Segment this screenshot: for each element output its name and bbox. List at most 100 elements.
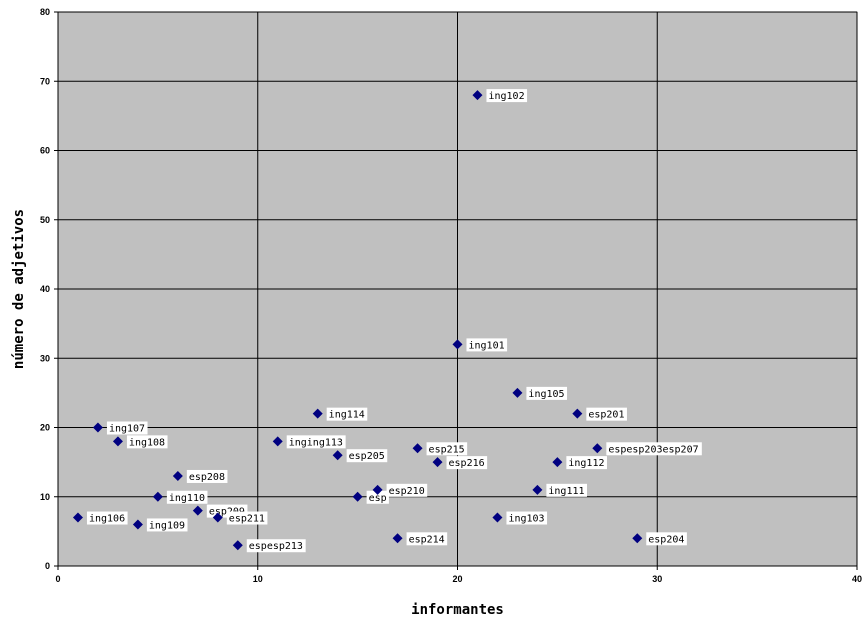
point-marker [512,387,523,398]
point-label-box [386,483,428,497]
point-label-box [146,518,188,532]
data-point: ing114 [312,407,368,421]
x-tick-label: 0 [55,574,60,584]
point-label: ing110 [169,493,205,504]
y-tick-label: 0 [45,561,50,571]
data-point: esp208 [172,469,228,483]
point-label-box [546,483,587,497]
point-label: ing111 [548,486,584,497]
point-label-box [486,89,528,103]
point-label: esp201 [588,410,624,421]
point-marker [112,436,123,447]
data-point: espesp203esp207 [592,442,702,456]
data-point: ing107 [92,421,148,435]
point-label: ing105 [528,389,564,400]
point-label: esp210 [389,486,425,497]
data-point: ing111 [532,483,587,497]
point-marker [152,491,163,502]
x-tick-label: 40 [852,574,862,584]
point-label-box [586,407,627,421]
point-label: ing107 [109,424,145,435]
point-label: ing103 [508,514,544,525]
y-tick-label: 40 [40,284,50,294]
gridlines [57,11,858,567]
point-label-box [226,511,268,525]
data-point: esp201 [572,407,627,421]
data-point: ing105 [512,386,568,400]
point-label: ing114 [329,410,365,421]
data-point: esp215 [412,442,468,456]
point-label-box [86,511,128,525]
point-marker [232,540,243,551]
y-tick-label: 30 [40,353,50,363]
point-label-box [286,435,346,449]
point-marker [432,457,443,468]
point-label: ing106 [89,514,125,525]
data-point: ing109 [132,518,188,532]
data-point: ing101 [452,338,508,352]
data-point: esp205 [332,449,388,463]
data-point: ing110 [152,490,208,504]
point-label: esp [369,493,387,504]
point-label-box [106,421,148,435]
point-label-box [186,469,228,483]
point-label: ing102 [488,91,524,102]
point-marker [312,408,323,419]
point-marker [492,512,503,523]
data-point: ing106 [72,511,128,525]
point-label: esp211 [229,514,265,525]
x-axis-title: informantes [411,602,504,618]
point-label-box [366,490,389,504]
point-marker [572,408,583,419]
data-point: esp211 [212,511,268,525]
y-tick-label: 60 [40,146,50,156]
point-label-box [566,456,607,470]
data-point: esp210 [372,483,428,497]
data-point: ing108 [112,435,168,449]
point-label: ing101 [469,340,505,351]
point-label: ing112 [568,458,604,469]
data-point: inging113 [272,435,346,449]
point-marker [412,443,423,454]
point-marker [172,470,183,481]
point-marker [332,450,343,461]
point-label: espesp213 [249,541,303,552]
data-point: esp214 [392,532,448,546]
y-tick-label: 50 [40,215,50,225]
point-marker [372,484,383,495]
data-point: ing102 [472,89,528,103]
point-marker [592,443,603,454]
point-label: ing109 [149,520,185,531]
point-marker [212,512,223,523]
y-tick-label: 80 [40,7,50,17]
x-tick-label: 20 [452,574,462,584]
point-label-box [326,407,368,421]
point-marker [92,422,103,433]
x-tick-label: 10 [253,574,263,584]
point-marker [72,512,83,523]
y-axis-ticks: 0 10 20 30 40 50 60 70 80 [40,7,58,571]
point-label-box [346,449,388,463]
y-tick-label: 20 [40,423,50,433]
data-points: ing106 ing107 ing108 ing109 ing110 esp208 esp2… [72,89,702,553]
data-point: espesp213 [232,539,306,553]
point-label: espesp203esp207 [608,444,698,455]
point-marker [532,484,543,495]
point-label-box [246,539,306,553]
data-point: esp204 [632,532,687,546]
point-marker [552,457,563,468]
x-tick-label: 30 [652,574,662,584]
data-point: ing103 [492,511,548,525]
point-marker [632,533,643,544]
point-marker [192,505,203,516]
point-label: esp215 [429,444,465,455]
point-label-box [126,435,168,449]
point-label-box [466,338,508,352]
point-label-box [606,442,702,456]
data-point: esp216 [432,456,488,470]
point-label-box [646,532,687,546]
point-marker [352,491,363,502]
point-marker [132,519,143,530]
point-marker [472,90,483,101]
